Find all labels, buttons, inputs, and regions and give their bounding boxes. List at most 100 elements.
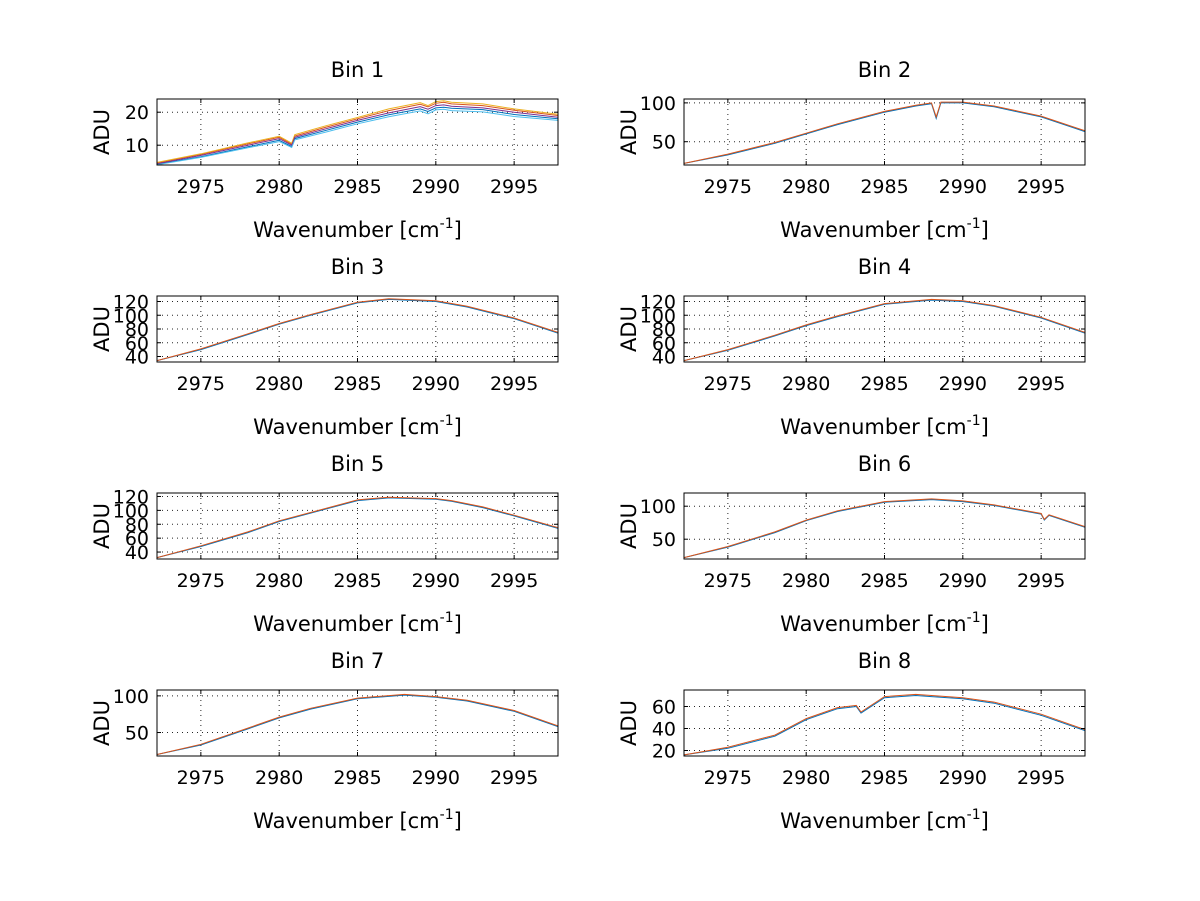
x-tick-label: 2985 bbox=[333, 767, 381, 789]
x-tick-label: 2985 bbox=[333, 373, 381, 395]
x-tick-label: 2980 bbox=[255, 373, 303, 395]
series-line-orange bbox=[157, 693, 558, 755]
series-line-blue bbox=[157, 106, 558, 165]
y-tick-label: 120 bbox=[113, 486, 149, 508]
y-axis-label: ADU bbox=[90, 306, 114, 352]
y-tick-label: 100 bbox=[113, 305, 149, 327]
x-tick-label: 2995 bbox=[490, 767, 538, 789]
y-tick-label: 120 bbox=[640, 292, 676, 314]
series-line-blue bbox=[157, 694, 558, 755]
x-axis-label: Wavenumber [cm-1] bbox=[780, 807, 989, 833]
series-line-blue bbox=[157, 298, 558, 362]
y-axis-label: ADU bbox=[90, 700, 114, 746]
y-tick-label: 50 bbox=[652, 132, 676, 154]
x-tick-label: 2975 bbox=[704, 176, 752, 198]
x-tick-label: 2980 bbox=[255, 176, 303, 198]
x-tick-label: 2990 bbox=[412, 767, 460, 789]
y-tick-label: 60 bbox=[652, 697, 676, 719]
x-axis-label: Wavenumber [cm-1] bbox=[253, 413, 462, 439]
x-tick-label: 2990 bbox=[939, 176, 987, 198]
y-tick-label: 80 bbox=[652, 319, 676, 341]
x-axis-label: Wavenumber [cm-1] bbox=[780, 216, 989, 242]
subplot-title: Bin 6 bbox=[858, 452, 912, 476]
subplot-title: Bin 2 bbox=[858, 58, 912, 82]
axes-box bbox=[683, 492, 1086, 560]
series-line-blue bbox=[684, 499, 1085, 559]
y-tick-label: 40 bbox=[125, 542, 149, 564]
y-tick-label: 50 bbox=[125, 723, 149, 745]
x-tick-label: 2985 bbox=[860, 570, 908, 592]
subplot-title: Bin 5 bbox=[331, 452, 385, 476]
subplot-title: Bin 4 bbox=[858, 255, 912, 279]
axes-box bbox=[156, 98, 559, 166]
y-tick-label: 100 bbox=[113, 686, 149, 708]
x-tick-label: 2985 bbox=[333, 570, 381, 592]
y-axis-label: ADU bbox=[617, 109, 641, 155]
x-tick-label: 2975 bbox=[704, 373, 752, 395]
series-line-blue bbox=[684, 299, 1085, 362]
x-tick-label: 2985 bbox=[860, 767, 908, 789]
y-tick-label: 50 bbox=[652, 529, 676, 551]
x-axis-label: Wavenumber [cm-1] bbox=[253, 216, 462, 242]
x-axis-label: Wavenumber [cm-1] bbox=[253, 610, 462, 636]
axes-box bbox=[683, 689, 1086, 757]
y-tick-label: 40 bbox=[652, 719, 676, 741]
y-axis-label: ADU bbox=[617, 700, 641, 746]
x-tick-label: 2975 bbox=[177, 373, 225, 395]
x-tick-label: 2995 bbox=[1017, 373, 1065, 395]
x-tick-label: 2995 bbox=[490, 373, 538, 395]
series-line-orange bbox=[684, 101, 1085, 164]
x-tick-label: 2985 bbox=[333, 176, 381, 198]
y-tick-label: 20 bbox=[652, 741, 676, 763]
x-tick-label: 2995 bbox=[1017, 767, 1065, 789]
x-tick-label: 2995 bbox=[490, 176, 538, 198]
y-tick-label: 60 bbox=[125, 333, 149, 355]
subplot-title: Bin 1 bbox=[331, 58, 385, 82]
x-tick-label: 2980 bbox=[782, 767, 830, 789]
y-axis-label: ADU bbox=[90, 503, 114, 549]
y-tick-label: 20 bbox=[125, 102, 149, 124]
y-tick-label: 10 bbox=[125, 135, 149, 157]
x-tick-label: 2995 bbox=[1017, 570, 1065, 592]
subplot-2: 2975 2980 2985 2990 2995 50 100 Bin 2 ADU Wavenum… bbox=[617, 58, 1086, 242]
y-axis-label: ADU bbox=[617, 306, 641, 352]
x-tick-label: 2975 bbox=[177, 767, 225, 789]
x-tick-label: 2980 bbox=[255, 570, 303, 592]
series-line-yellow bbox=[157, 100, 558, 163]
series-line-blue bbox=[684, 102, 1085, 164]
x-tick-label: 2980 bbox=[782, 176, 830, 198]
x-tick-label: 2990 bbox=[412, 570, 460, 592]
y-tick-label: 100 bbox=[640, 93, 676, 115]
x-tick-label: 2980 bbox=[782, 570, 830, 592]
y-tick-label: 60 bbox=[125, 528, 149, 550]
series-line-orange bbox=[157, 101, 558, 164]
subplot-title: Bin 3 bbox=[331, 255, 385, 279]
y-tick-label: 100 bbox=[113, 500, 149, 522]
series-line-orange bbox=[684, 693, 1085, 756]
x-tick-label: 2990 bbox=[939, 570, 987, 592]
x-tick-label: 2995 bbox=[490, 570, 538, 592]
y-tick-label: 80 bbox=[125, 514, 149, 536]
x-tick-label: 2975 bbox=[177, 570, 225, 592]
x-tick-label: 2990 bbox=[939, 767, 987, 789]
x-tick-label: 2995 bbox=[1017, 176, 1065, 198]
x-axis-label: Wavenumber [cm-1] bbox=[253, 807, 462, 833]
series-line-blue bbox=[157, 497, 558, 559]
series-line-cyan bbox=[157, 108, 558, 165]
axes-box bbox=[156, 689, 559, 757]
y-tick-label: 60 bbox=[652, 333, 676, 355]
x-tick-label: 2975 bbox=[704, 570, 752, 592]
x-tick-label: 2985 bbox=[860, 373, 908, 395]
x-axis-label: Wavenumber [cm-1] bbox=[780, 610, 989, 636]
subplot-title: Bin 8 bbox=[858, 649, 912, 673]
subplot-7: 2975 2980 2985 2990 2995 50 100 Bin 7 ADU Wavenum… bbox=[90, 649, 559, 833]
x-tick-label: 2990 bbox=[412, 373, 460, 395]
x-tick-label: 2990 bbox=[412, 176, 460, 198]
y-axis-label: ADU bbox=[90, 109, 114, 155]
x-tick-label: 2980 bbox=[255, 767, 303, 789]
y-axis-label: ADU bbox=[617, 503, 641, 549]
x-tick-label: 2980 bbox=[782, 373, 830, 395]
